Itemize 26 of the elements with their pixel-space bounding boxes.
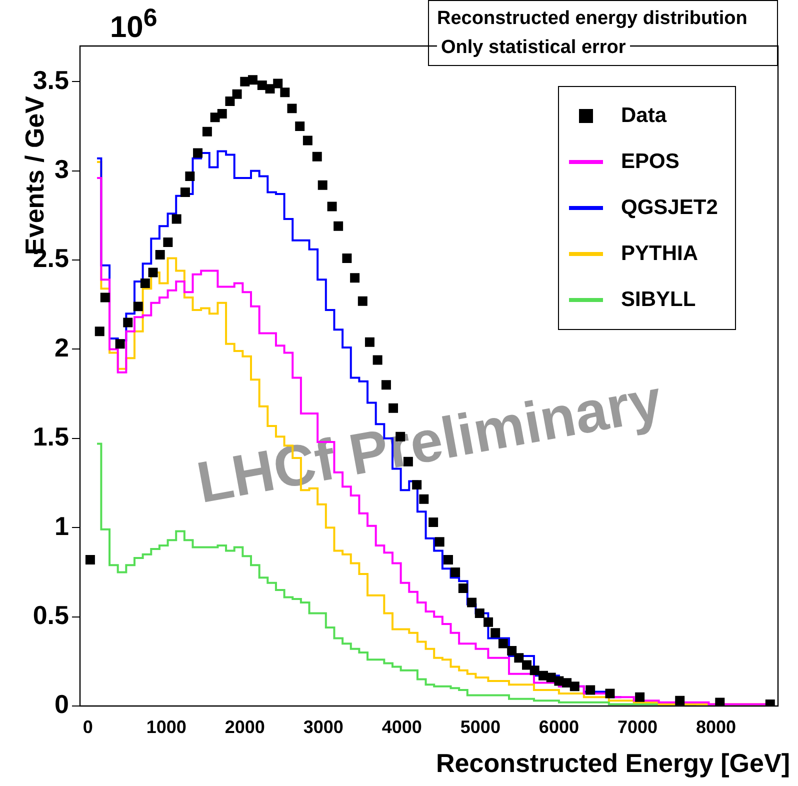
x-tick-label: 8000 [696, 716, 736, 737]
x-tick-label: 0 [82, 716, 93, 737]
chart-title: Reconstructed energy distribution [437, 8, 748, 29]
y-tick-label: 2 [54, 332, 69, 362]
annotation: LHCf Preliminary [192, 368, 667, 516]
x-tick-label: 6000 [538, 716, 579, 737]
legend-label: QGSJET2 [621, 196, 718, 220]
x-tick-label: 7000 [617, 716, 658, 737]
x-tick-label: 2000 [224, 716, 265, 737]
x-tick-label: 4000 [382, 716, 422, 737]
y-tick-label: 3.5 [32, 64, 69, 95]
y-tick-label: 3 [54, 154, 69, 184]
y-tick-label: 1.5 [32, 422, 69, 452]
text: 10$^{6}$ [110, 4, 158, 45]
text-box: Reconstructed energy distribution Only statistical error [428, 0, 778, 66]
chart-subtitle: Only statistical error [437, 37, 630, 58]
x-tick-label: 5000 [460, 716, 500, 737]
x-tick-label: 3000 [303, 716, 344, 737]
y-tick-label: 0.5 [32, 600, 69, 630]
legend-label: EPOS [621, 150, 680, 174]
legend-label: SIBYLL [621, 288, 696, 312]
legend-label: PYTHIA [621, 242, 698, 266]
x-tick-label: 1000 [146, 716, 186, 737]
legend-label: Data [621, 104, 667, 128]
y-tick-label: 1 [54, 510, 69, 541]
x-axis-title: Reconstructed Energy [GeV] [436, 748, 790, 779]
